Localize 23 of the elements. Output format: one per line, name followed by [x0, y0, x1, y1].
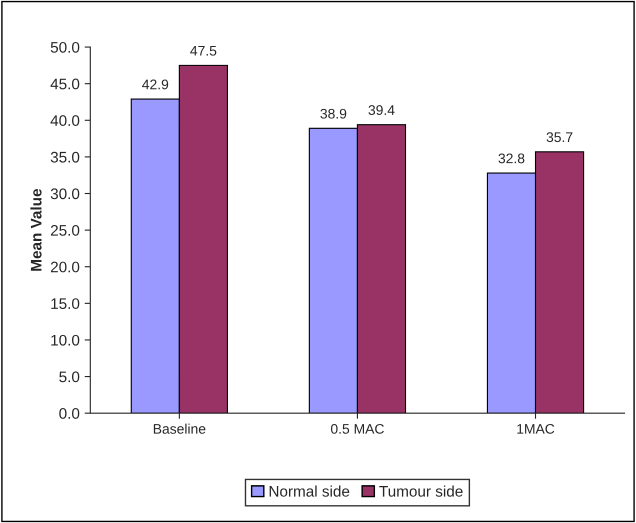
legend-label: Normal side [270, 485, 350, 497]
x-tick-label: 0.5 MAC [330, 424, 384, 434]
data-label: 47.5 [190, 46, 216, 56]
y-tick-label: 30.0 [50, 188, 80, 200]
x-tick-label: 1MAC [517, 424, 554, 434]
y-tick-label: 50.0 [50, 42, 80, 53]
y-tick-label: 45.0 [50, 78, 80, 90]
data-label: 38.9 [320, 108, 346, 119]
y-tick-label: 40.0 [50, 115, 80, 126]
y-tick-label: 20.0 [50, 262, 80, 272]
y-tick-label: 5.0 [59, 371, 80, 382]
data-label: 42.9 [142, 80, 168, 90]
x-tick-label: Baseline [154, 424, 206, 434]
y-tick-label: 35.0 [50, 152, 80, 163]
y-tick-label: 25.0 [50, 224, 80, 236]
y-tick-label: 10.0 [51, 334, 80, 346]
legend-label: Tumour side [379, 485, 463, 497]
y-tick-label: 0.0 [59, 408, 80, 419]
data-label: 39.4 [368, 105, 395, 115]
data-label: 35.7 [546, 132, 572, 142]
y-tick-label: 15.0 [51, 298, 80, 310]
data-label: 32.8 [498, 153, 524, 164]
y-axis-title: Mean Value [30, 189, 42, 271]
